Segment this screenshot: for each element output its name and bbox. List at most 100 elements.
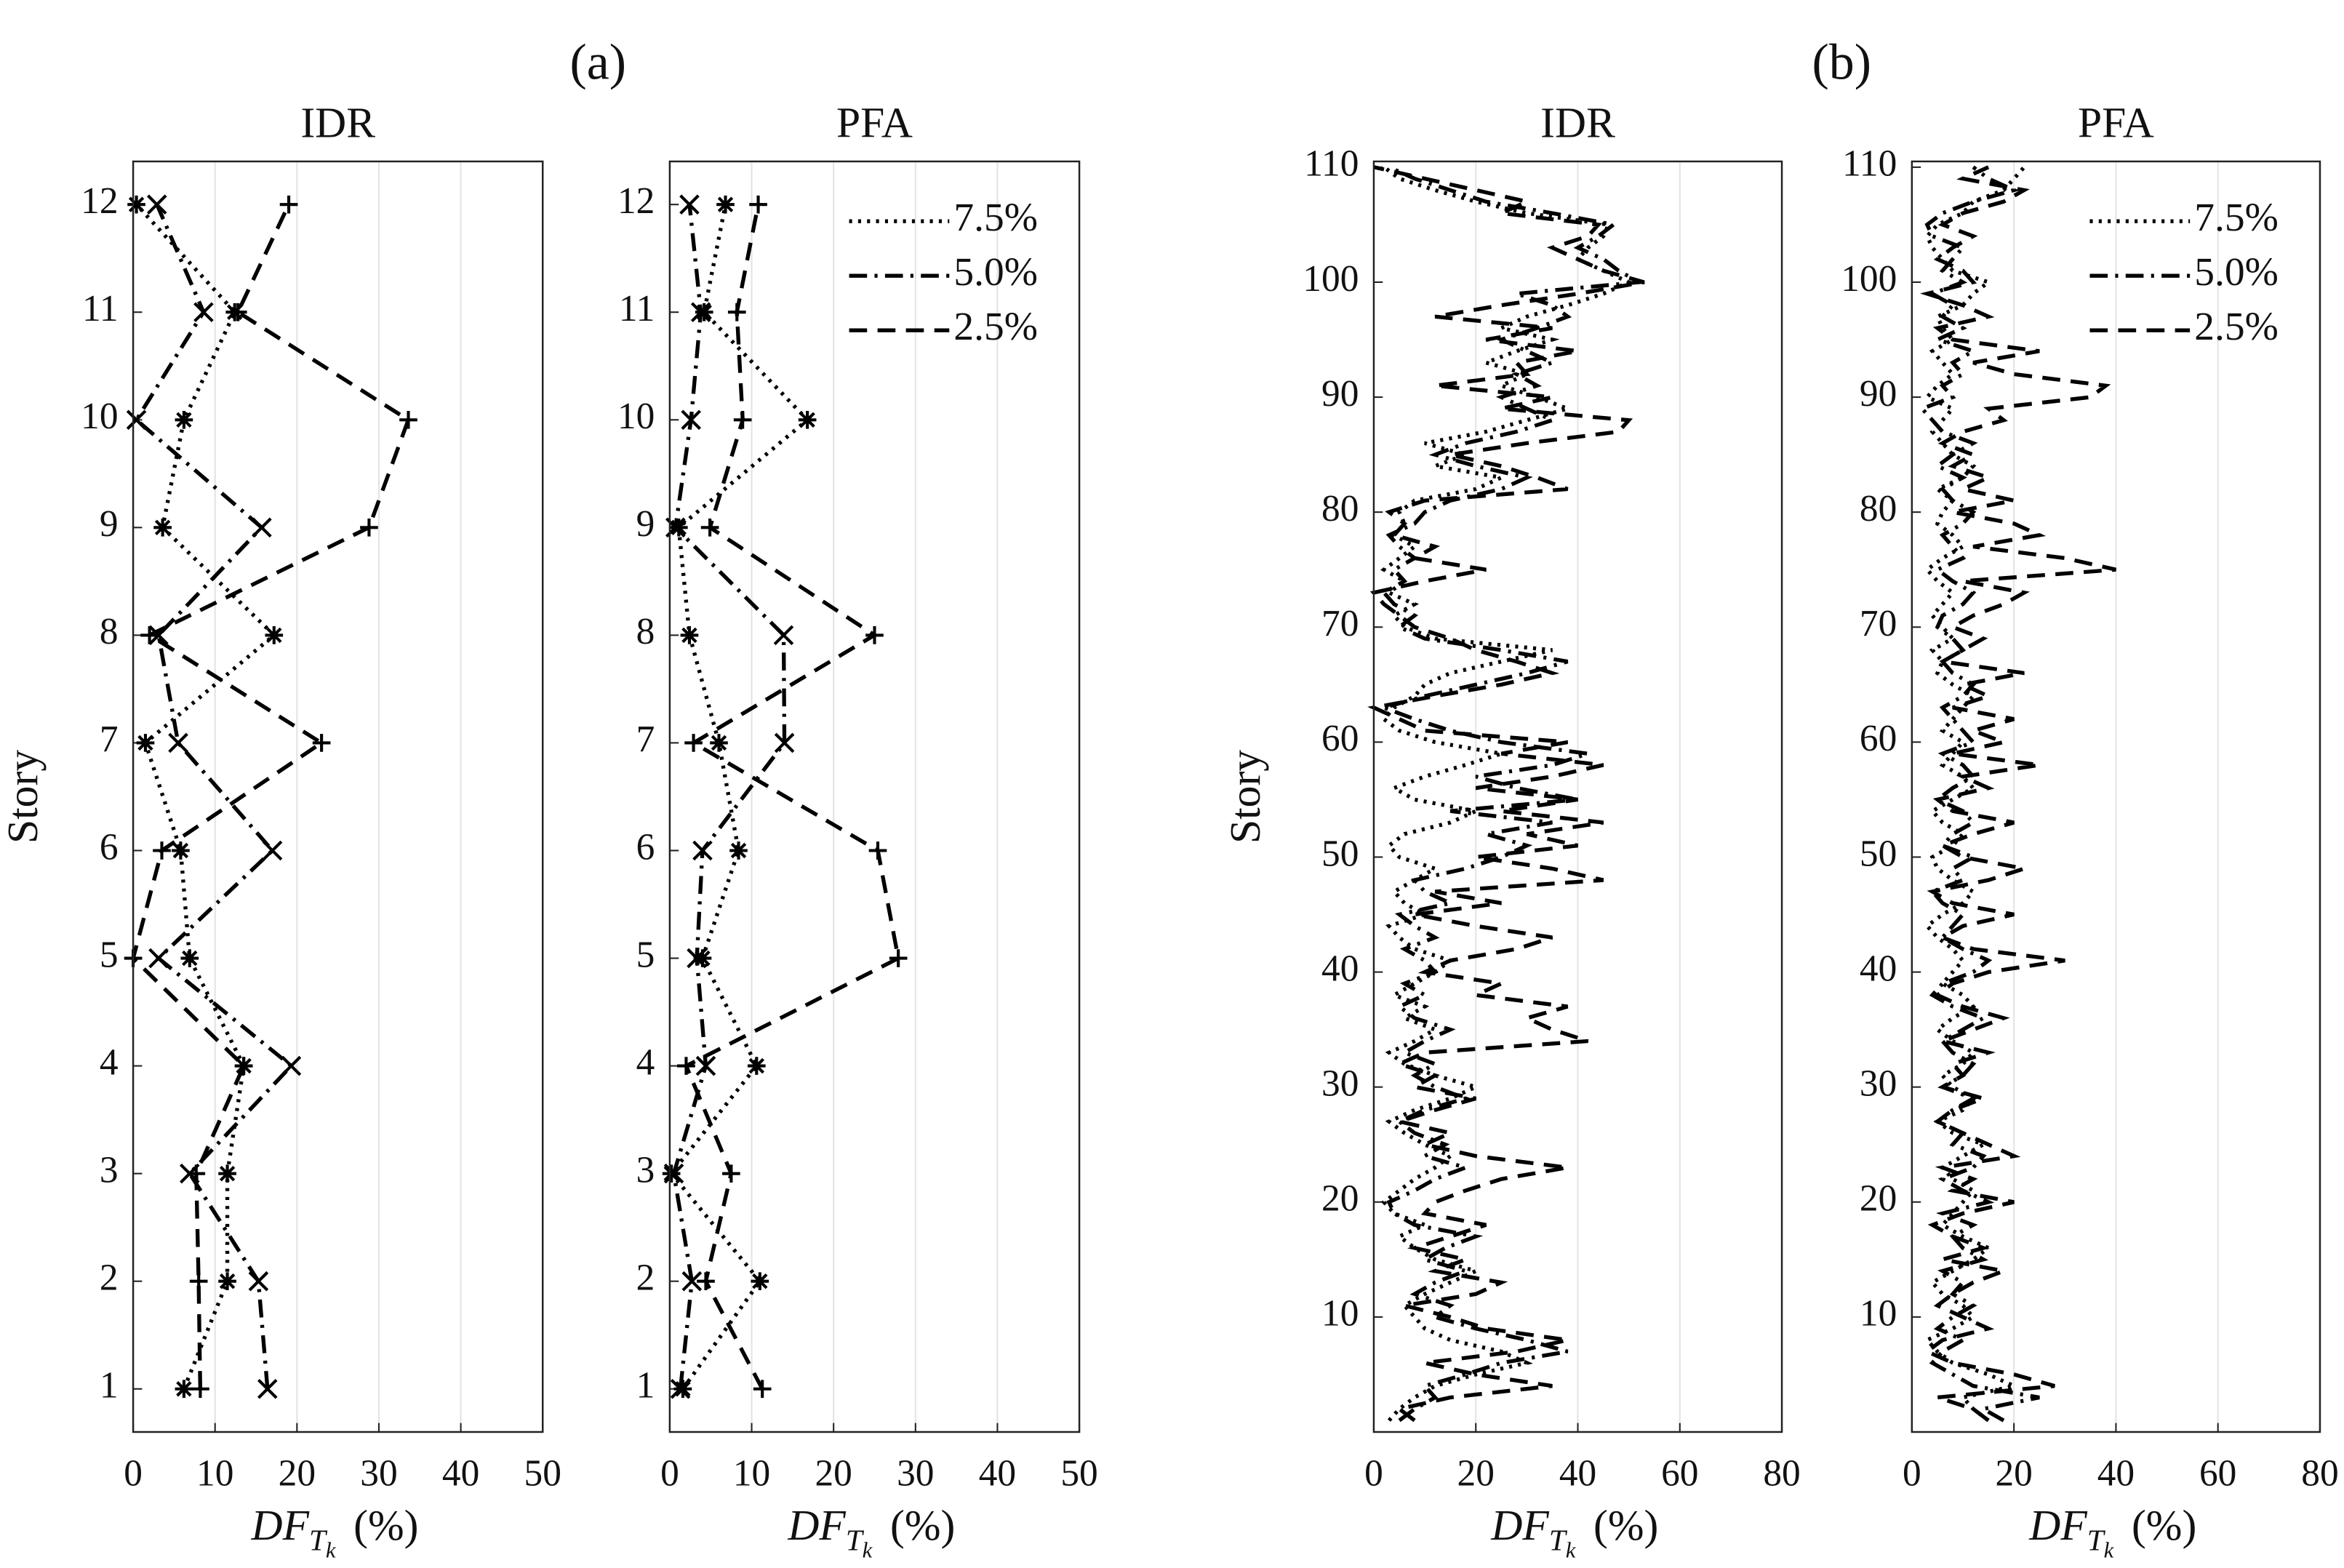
x-tick-label: 50 <box>1060 1452 1097 1494</box>
legend-label: 2.5% <box>2194 305 2279 349</box>
marker <box>172 841 190 860</box>
subplot-title: IDR <box>1540 98 1615 146</box>
x-axis-label: DFTk (%) <box>2028 1501 2196 1563</box>
subplot-title: PFA <box>836 98 913 146</box>
y-tick-label: 70 <box>1321 603 1359 644</box>
marker <box>710 734 728 752</box>
marker <box>722 1164 740 1183</box>
y-tick-label: 70 <box>1860 603 1897 644</box>
y-tick-label: 5 <box>100 934 119 975</box>
y-tick-label: 50 <box>1321 833 1359 874</box>
series-line <box>684 204 901 1391</box>
y-tick-label: 1 <box>100 1365 119 1407</box>
y-tick-label: 110 <box>1304 143 1359 185</box>
x-tick-label: 20 <box>279 1452 316 1494</box>
panel-label: (a) <box>569 35 626 91</box>
marker <box>700 519 719 537</box>
y-tick-label: 100 <box>1303 258 1359 300</box>
marker <box>697 1272 715 1291</box>
y-tick-label: 10 <box>1321 1293 1359 1335</box>
marker <box>248 1271 269 1292</box>
y-tick-label: 90 <box>1321 373 1359 415</box>
x-tick-label: 0 <box>1364 1452 1383 1494</box>
y-tick-label: 80 <box>1321 488 1359 529</box>
marker <box>733 410 752 429</box>
marker <box>189 1272 208 1291</box>
marker <box>684 734 703 752</box>
y-tick-label: 50 <box>1860 833 1897 874</box>
marker <box>312 734 331 752</box>
y-tick-label: 60 <box>1860 718 1897 759</box>
marker <box>140 626 159 644</box>
marker <box>868 841 887 860</box>
marker <box>673 1380 692 1399</box>
series-line <box>1920 165 2117 1423</box>
legend-label: 5.0% <box>953 250 1038 295</box>
marker <box>148 948 169 969</box>
x-label-sub: T <box>2087 1523 2106 1556</box>
marker <box>692 840 713 861</box>
marker <box>669 519 688 537</box>
x-tick-label: 40 <box>979 1452 1016 1494</box>
marker <box>687 948 707 969</box>
axes-box <box>1372 160 1783 1433</box>
x-label-sub: T <box>846 1523 865 1556</box>
y-tick-label: 30 <box>1321 1063 1359 1104</box>
y-tick-label: 110 <box>1842 143 1897 185</box>
y-axis-label: Story <box>0 750 47 844</box>
marker <box>753 1380 772 1399</box>
x-axis-label: DFTk (%) <box>1490 1501 1658 1563</box>
marker <box>257 1378 278 1399</box>
x-tick-label: 40 <box>442 1452 479 1494</box>
marker <box>153 519 172 537</box>
x-tick-label: 20 <box>1457 1452 1495 1494</box>
x-label-sub: T <box>1549 1523 1568 1556</box>
marker <box>127 195 145 214</box>
marker <box>680 626 699 644</box>
y-tick-label: 4 <box>636 1041 655 1083</box>
y-tick-label: 20 <box>1860 1178 1897 1220</box>
axes-box <box>668 160 1081 1433</box>
marker <box>279 195 298 214</box>
subplot-title: PFA <box>2078 98 2154 146</box>
x-tick-label: 30 <box>897 1452 934 1494</box>
marker <box>681 1271 703 1292</box>
series-line <box>131 204 411 1389</box>
x-label-main: DF <box>2028 1501 2087 1549</box>
marker <box>187 1164 206 1183</box>
x-tick-label: 0 <box>124 1452 143 1494</box>
marker <box>126 409 147 431</box>
marker <box>360 519 378 537</box>
x-label-subsub: k <box>2104 1538 2115 1563</box>
x-label-subsub: k <box>326 1538 337 1563</box>
marker <box>180 949 199 967</box>
series-line <box>1377 165 1646 1423</box>
marker <box>865 626 884 644</box>
x-label-subsub: k <box>863 1538 873 1563</box>
marker <box>663 1163 684 1184</box>
y-tick-label: 11 <box>82 288 118 329</box>
series-line <box>134 204 295 1390</box>
marker <box>670 1378 691 1399</box>
marker <box>677 1057 695 1075</box>
marker <box>690 302 711 323</box>
x-tick-label: 40 <box>1559 1452 1596 1494</box>
y-tick-label: 5 <box>636 934 655 975</box>
marker <box>218 1272 236 1291</box>
marker <box>228 303 247 321</box>
x-tick-label: 60 <box>2199 1452 2236 1494</box>
y-tick-label: 10 <box>81 396 118 437</box>
x-tick-label: 20 <box>815 1452 852 1494</box>
x-tick-label: 10 <box>733 1452 770 1494</box>
y-tick-label: 10 <box>1860 1293 1897 1335</box>
marker <box>679 194 700 215</box>
axes-box <box>132 160 544 1433</box>
marker <box>281 1055 302 1076</box>
x-label-main: DF <box>251 1501 310 1549</box>
x-label-subsub: k <box>1566 1538 1577 1563</box>
x-tick-label: 60 <box>1661 1452 1698 1494</box>
marker <box>681 409 701 431</box>
y-tick-label: 1 <box>636 1365 655 1407</box>
